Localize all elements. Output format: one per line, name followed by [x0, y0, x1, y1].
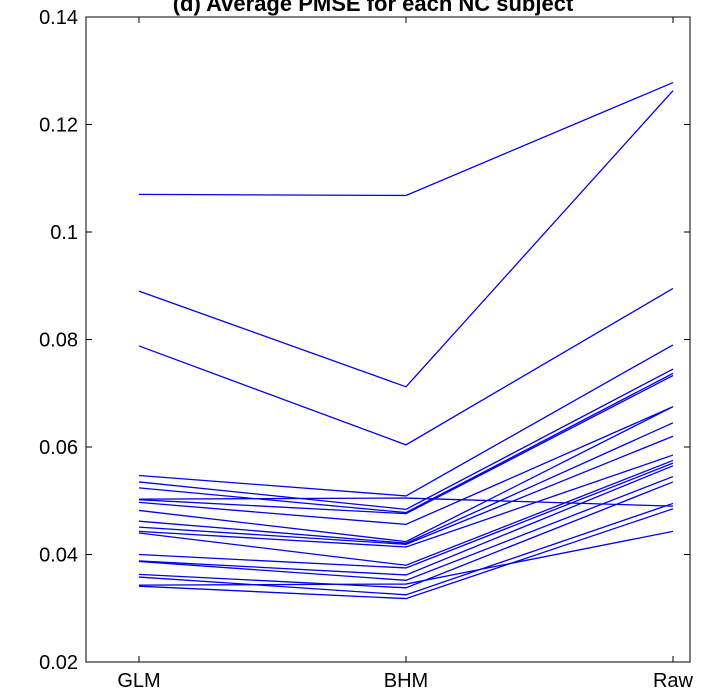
x-tick-label: Raw	[653, 670, 694, 692]
subject-line	[138, 502, 674, 596]
subject-line	[138, 462, 674, 569]
subject-line	[138, 475, 674, 581]
x-tick-label: GLM	[117, 670, 160, 692]
subject-line	[138, 374, 674, 515]
subject-line	[138, 508, 674, 600]
subject-line	[138, 454, 674, 548]
x-tick-label: BHM	[384, 670, 428, 692]
subject-line	[138, 481, 674, 589]
y-tick-label: 0.04	[39, 545, 78, 567]
subject-line	[138, 90, 674, 388]
y-tick-label: 0.12	[39, 115, 78, 137]
subject-line	[138, 435, 674, 545]
y-tick-label: 0.14	[39, 7, 78, 29]
subject-line	[138, 406, 674, 526]
subject-line	[138, 344, 674, 497]
subject-line	[138, 372, 674, 514]
subject-line	[138, 368, 674, 511]
subject-line	[138, 530, 674, 586]
subject-line	[138, 406, 674, 543]
series-lines	[138, 81, 674, 600]
chart-title: (d) Average PMSE for each NC subject	[173, 0, 574, 16]
subject-line	[138, 497, 674, 507]
y-tick-label: 0.02	[39, 652, 78, 674]
tick-labels: 0.02 0.04 0.06 0.08 0.1 0.12 0.14 GLM BHM Raw	[39, 7, 693, 692]
y-tick-label: 0.08	[39, 330, 78, 352]
y-tick-label: 0.1	[50, 222, 78, 244]
subject-line	[138, 422, 674, 544]
subject-line	[138, 81, 674, 197]
subject-line	[138, 465, 674, 576]
subject-line	[138, 287, 674, 446]
y-tick-label: 0.06	[39, 437, 78, 459]
axes	[85, 16, 691, 663]
subject-line	[138, 459, 674, 566]
